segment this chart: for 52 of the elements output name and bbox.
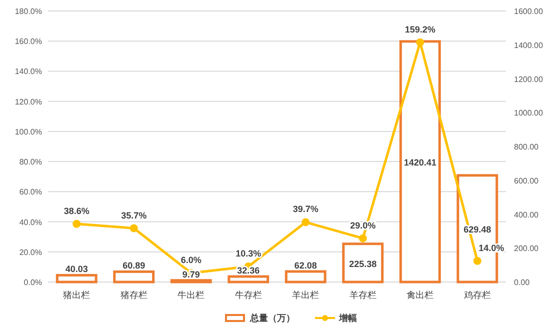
x-tick-label: 牛出栏 <box>178 290 205 300</box>
y-tick-label: 180.0% <box>14 7 42 16</box>
legend-label: 增幅 <box>338 313 357 323</box>
y-tick-label: 140.0% <box>14 67 42 76</box>
point <box>302 218 310 226</box>
data-label: 35.7% <box>121 210 147 220</box>
point <box>473 256 482 265</box>
point <box>130 224 138 232</box>
bar <box>113 270 155 284</box>
y-tick-label: 120.0% <box>14 97 42 106</box>
y2-tick-label: 1400.00 <box>514 40 544 50</box>
y2-tick-label: 800.00 <box>514 142 540 152</box>
y-tick-label: 160.0% <box>14 37 42 46</box>
data-label: 6.0% <box>180 254 202 265</box>
data-label: 159.2% <box>404 24 436 34</box>
point <box>416 38 424 46</box>
data-label: 40.03 <box>65 264 88 274</box>
x-tick-label: 鸡存栏 <box>462 290 491 300</box>
data-label: 39.7% <box>292 204 318 214</box>
bar <box>399 40 441 284</box>
legend-label: 总量（万） <box>249 313 295 323</box>
data-label: 225.38 <box>349 258 377 269</box>
x-tick-label: 禽出栏 <box>406 290 434 300</box>
y2-tick-label: 1000.00 <box>514 108 544 118</box>
point <box>358 234 367 242</box>
bar <box>228 275 270 284</box>
y2-tick-label: 200.00 <box>514 244 540 254</box>
y2-tick-label: 1200.00 <box>514 74 544 84</box>
y-tick-label: 0.0% <box>24 278 42 287</box>
x-tick-label: 猪出栏 <box>63 290 90 300</box>
bar <box>284 270 326 284</box>
y-tick-label: 80.0% <box>19 158 42 167</box>
y-tick-label: 40.0% <box>19 218 42 227</box>
data-label: 1420.41 <box>404 158 436 168</box>
bar <box>56 274 98 284</box>
y2-tick-label: 0.00 <box>514 278 530 287</box>
y-tick-label: 60.0% <box>19 188 42 197</box>
y-tick-label: 20.0% <box>19 248 42 257</box>
x-tick-label: 羊出栏 <box>292 290 320 300</box>
y2-tick-label: 600.00 <box>514 176 540 186</box>
data-label: 60.89 <box>122 260 146 271</box>
data-label: 10.3% <box>236 248 262 258</box>
y-tick-label: 100.0% <box>14 127 42 136</box>
data-label: 32.36 <box>237 266 260 276</box>
y2-tick-label: 1600.00 <box>514 7 544 16</box>
x-tick-label: 牛存栏 <box>234 290 262 300</box>
x-tick-label: 羊存栏 <box>349 290 376 300</box>
x-tick-label: 猪存栏 <box>120 290 148 300</box>
data-label: 38.6% <box>64 206 90 216</box>
data-label: 62.08 <box>294 260 317 270</box>
point <box>72 220 81 228</box>
y2-tick-label: 400.00 <box>514 210 540 220</box>
